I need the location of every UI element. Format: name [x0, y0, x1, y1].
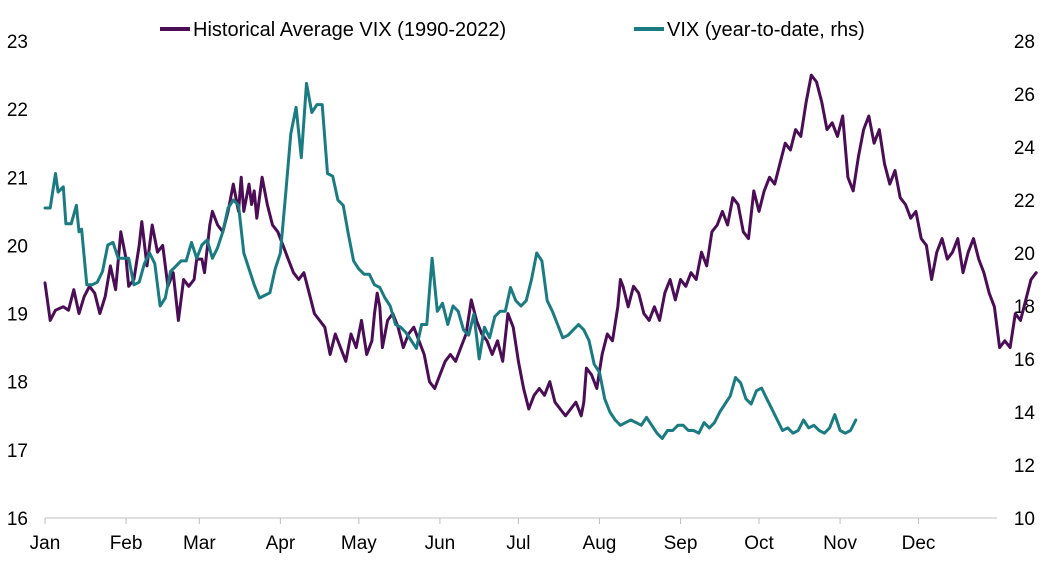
y-right-tick-label-22: 22: [1014, 191, 1035, 212]
x-tick-label-feb: Feb: [110, 533, 143, 554]
legend-label-vix-ytd: VIX (year-to-date, rhs): [667, 19, 865, 41]
y-right-tick-label-16: 16: [1014, 350, 1035, 371]
series-line-vix-year-to-date: [43, 81, 858, 440]
x-tick-label-dec: Dec: [902, 533, 936, 554]
x-tick-label-jun: Jun: [425, 533, 456, 554]
y-right-tick-label-26: 26: [1014, 85, 1035, 106]
y-right-tick-label-24: 24: [1014, 138, 1036, 159]
x-tick-label-nov: Nov: [823, 533, 857, 554]
x-tick-label-sep: Sep: [664, 533, 698, 554]
x-tick-label-apr: Apr: [266, 533, 296, 554]
y-left-tick-label-19: 19: [7, 305, 28, 326]
series-layer: [43, 73, 1038, 440]
y-left-tick-label-18: 18: [7, 373, 28, 394]
x-tick-label-jul: Jul: [506, 533, 530, 554]
x-tick-label-may: May: [341, 533, 377, 554]
y-right-tick-label-20: 20: [1014, 244, 1035, 265]
y-right-tick-label-14: 14: [1014, 403, 1036, 424]
legend: Historical Average VIX (1990-2022) VIX (…: [160, 19, 865, 41]
y-right-tick-label-12: 12: [1014, 456, 1035, 477]
x-tick-label-mar: Mar: [183, 533, 216, 554]
x-tick-label-oct: Oct: [744, 533, 774, 554]
x-tick-label-jan: Jan: [30, 533, 61, 554]
x-axis: Jan Feb Mar Apr May Jun Jul Aug Sep Oct Nov Dec: [30, 517, 997, 554]
series-line-historical-average-vix: [43, 73, 1038, 418]
y-left-tick-label-16: 16: [7, 509, 28, 530]
y-right-tick-label-10: 10: [1014, 509, 1035, 530]
y-left-tick-label-23: 23: [7, 32, 28, 53]
y-left-tick-label-17: 17: [7, 441, 28, 462]
legend-label-historical-average: Historical Average VIX (1990-2022): [193, 19, 506, 41]
y-right-tick-label-28: 28: [1014, 32, 1035, 53]
y-left-tick-label-21: 21: [7, 168, 28, 189]
y-left-tick-label-20: 20: [7, 236, 28, 257]
x-tick-label-aug: Aug: [583, 533, 617, 554]
y-left-tick-label-22: 22: [7, 100, 28, 121]
y-axis-left: 16 17 18 19 20 21 22 23: [7, 32, 28, 530]
